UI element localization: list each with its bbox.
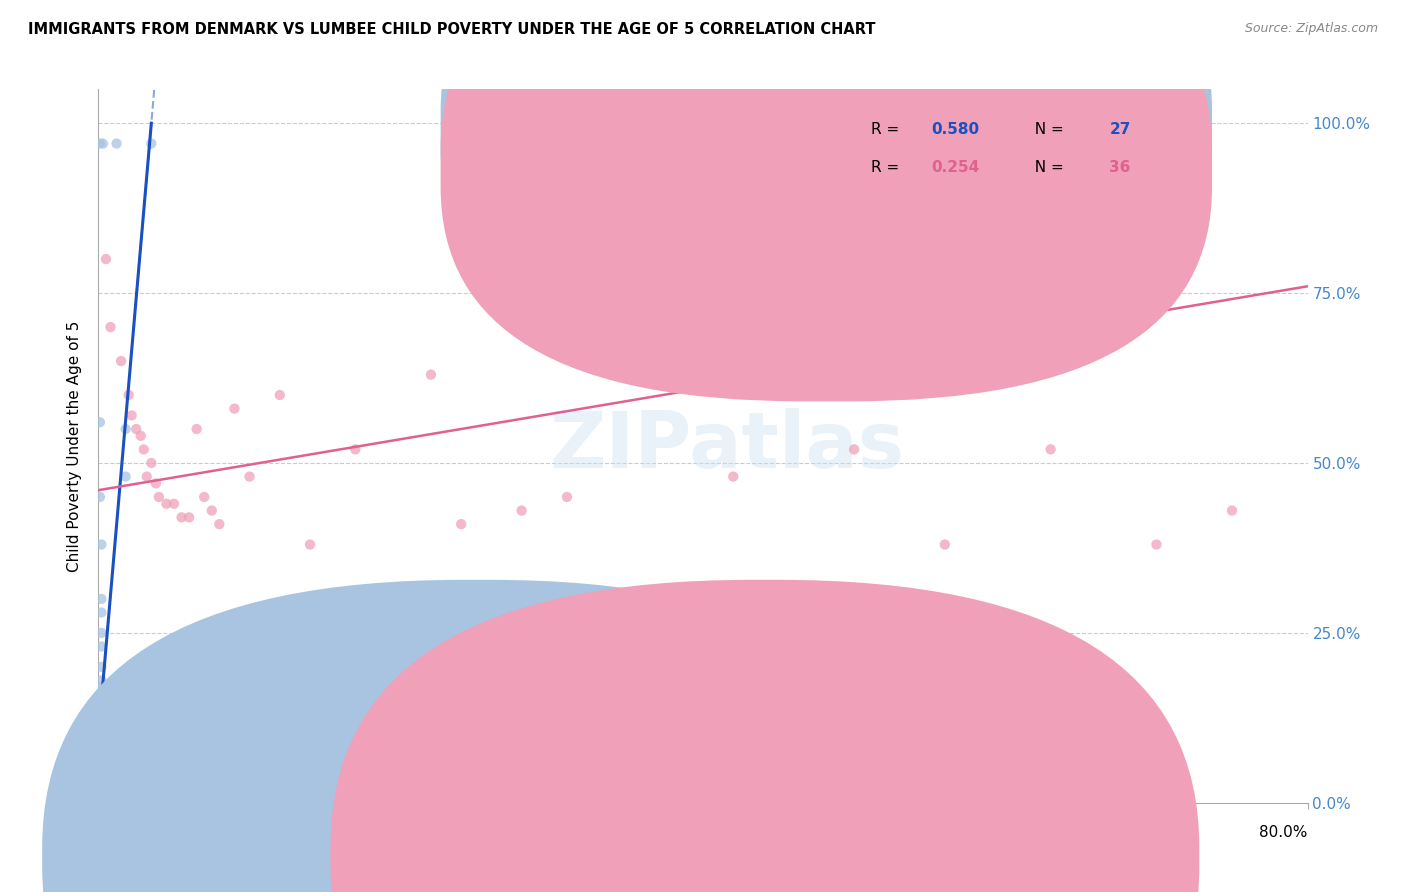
Point: [135, 469, 157, 483]
Point: [90, 748, 112, 763]
Point: [114, 422, 136, 436]
Point: [1220, 503, 1243, 517]
Point: [148, 490, 170, 504]
Point: [1144, 537, 1167, 551]
Point: [269, 388, 291, 402]
Point: [201, 503, 224, 517]
FancyBboxPatch shape: [769, 93, 1163, 218]
Point: [170, 510, 193, 524]
Point: [90, 687, 112, 701]
Point: [94, 252, 117, 266]
Point: [141, 136, 163, 151]
Text: 0.580: 0.580: [932, 122, 980, 137]
Point: [208, 517, 231, 532]
Point: [450, 517, 472, 532]
Point: [132, 442, 155, 457]
Text: R =: R =: [872, 122, 904, 137]
Point: [193, 490, 215, 504]
Point: [662, 354, 685, 368]
Point: [90, 660, 112, 674]
Y-axis label: Child Poverty Under the Age of 5: Child Poverty Under the Age of 5: [67, 320, 83, 572]
Text: ZIPatlas: ZIPatlas: [550, 408, 904, 484]
Point: [91, 136, 114, 151]
Point: [90, 714, 112, 729]
FancyBboxPatch shape: [440, 0, 1212, 364]
Text: N =: N =: [1025, 122, 1069, 137]
Text: R =: R =: [872, 161, 904, 175]
Point: [121, 409, 143, 423]
Point: [90, 721, 112, 735]
Point: [420, 368, 443, 382]
Point: [1039, 442, 1062, 457]
Point: [155, 497, 177, 511]
Point: [105, 136, 128, 151]
Text: IMMIGRANTS FROM DENMARK VS LUMBEE CHILD POVERTY UNDER THE AGE OF 5 CORRELATION C: IMMIGRANTS FROM DENMARK VS LUMBEE CHILD …: [28, 22, 876, 37]
Point: [90, 680, 112, 694]
Point: [186, 422, 208, 436]
Point: [90, 640, 112, 654]
Point: [96, 700, 118, 714]
Point: [934, 537, 956, 551]
Point: [90, 700, 112, 714]
Point: [110, 354, 132, 368]
Point: [344, 442, 367, 457]
Point: [163, 497, 186, 511]
Point: [141, 456, 163, 470]
Point: [129, 429, 152, 443]
Point: [90, 606, 112, 620]
Point: [89, 415, 111, 429]
Point: [90, 728, 112, 742]
Point: [90, 741, 112, 756]
Point: [90, 694, 112, 708]
Point: [179, 510, 201, 524]
Point: [90, 734, 112, 748]
Text: Lumbee: Lumbee: [787, 850, 849, 864]
Point: [844, 442, 866, 457]
Text: 36: 36: [1109, 161, 1130, 175]
Point: [299, 537, 322, 551]
Point: [118, 388, 141, 402]
Point: [125, 422, 148, 436]
Point: [723, 469, 745, 483]
Point: [239, 469, 262, 483]
Point: [555, 490, 578, 504]
Text: 27: 27: [1109, 122, 1130, 137]
Point: [114, 469, 136, 483]
Text: Immigrants from Denmark: Immigrants from Denmark: [499, 850, 703, 864]
Point: [89, 490, 111, 504]
Text: 80.0%: 80.0%: [1260, 825, 1308, 840]
Point: [90, 673, 112, 688]
Point: [90, 537, 112, 551]
Point: [90, 626, 112, 640]
Point: [89, 136, 111, 151]
Point: [224, 401, 246, 416]
Point: [510, 503, 533, 517]
Point: [90, 591, 112, 606]
Text: 0.254: 0.254: [932, 161, 980, 175]
FancyBboxPatch shape: [440, 0, 1212, 401]
Point: [90, 707, 112, 722]
Text: 0.0%: 0.0%: [98, 825, 138, 840]
Point: [145, 476, 167, 491]
Text: Source: ZipAtlas.com: Source: ZipAtlas.com: [1244, 22, 1378, 36]
Text: N =: N =: [1025, 161, 1069, 175]
Point: [100, 320, 122, 334]
